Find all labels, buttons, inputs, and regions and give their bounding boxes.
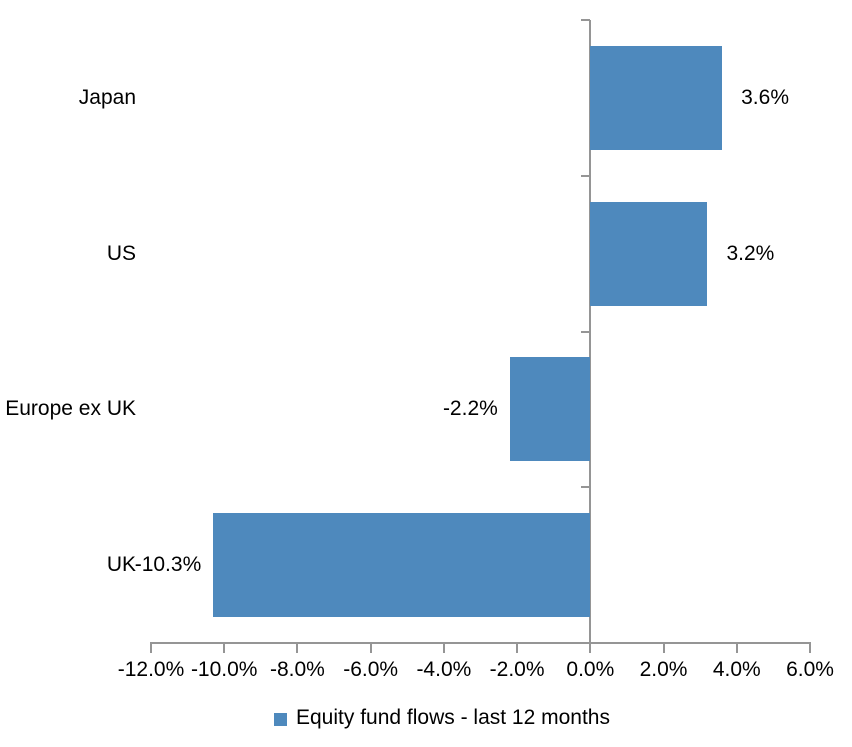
x-axis-tick bbox=[589, 642, 592, 653]
x-axis-tick-label: -8.0% bbox=[270, 658, 325, 681]
x-axis-tick bbox=[369, 642, 372, 653]
legend-marker-icon bbox=[274, 713, 287, 726]
x-axis-tick-label: -10.0% bbox=[190, 658, 258, 681]
x-axis-tick-label: -2.0% bbox=[489, 658, 545, 681]
value-label: 3.2% bbox=[726, 241, 775, 265]
value-label: -10.3% bbox=[134, 553, 202, 577]
x-axis-tick-label: 2.0% bbox=[639, 658, 688, 681]
x-axis-tick bbox=[516, 642, 519, 653]
category-label: Japan bbox=[78, 85, 136, 109]
value-label: -2.2% bbox=[442, 397, 498, 421]
y-axis-tick bbox=[581, 19, 591, 21]
value-label: 3.6% bbox=[741, 85, 789, 109]
x-axis-tick bbox=[442, 642, 445, 653]
bar-europe-ex-uk bbox=[509, 357, 591, 462]
y-axis-tick bbox=[581, 486, 591, 489]
x-axis-tick-label: -6.0% bbox=[343, 658, 399, 681]
y-axis-tick bbox=[581, 174, 591, 177]
x-axis-tick bbox=[809, 642, 811, 653]
bar-japan bbox=[590, 45, 723, 150]
legend: Equity fund flows - last 12 months bbox=[274, 705, 610, 731]
x-axis-tick bbox=[150, 642, 152, 653]
category-label: US bbox=[106, 241, 136, 265]
x-axis-tick bbox=[296, 642, 299, 653]
x-axis-tick bbox=[662, 642, 665, 653]
x-axis-tick-label: 6.0% bbox=[786, 658, 834, 681]
x-axis-tick bbox=[735, 642, 738, 653]
legend-label: Equity fund flows - last 12 months bbox=[296, 706, 610, 729]
category-label: UK bbox=[106, 553, 136, 577]
x-axis-tick-label: 0.0% bbox=[566, 658, 615, 681]
category-label: Europe ex UK bbox=[5, 397, 136, 421]
y-axis-tick bbox=[581, 330, 591, 333]
x-axis-tick-label: 4.0% bbox=[712, 658, 761, 681]
x-axis-tick bbox=[223, 642, 226, 653]
x-axis-line bbox=[151, 642, 811, 644]
y-axis-line bbox=[589, 20, 592, 643]
bar-us bbox=[590, 201, 708, 306]
x-axis-tick-label: -4.0% bbox=[416, 658, 472, 681]
x-axis-tick-label: -12.0% bbox=[117, 658, 185, 681]
bar-uk bbox=[213, 513, 591, 618]
